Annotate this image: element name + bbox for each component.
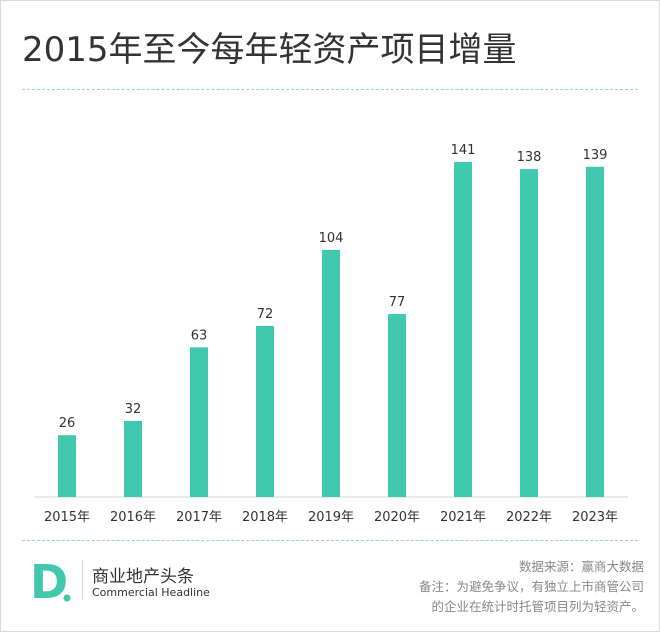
data-label: 104 (319, 231, 344, 246)
data-label: 139 (583, 148, 608, 163)
x-tick-label: 2020年 (374, 510, 420, 525)
x-tick-label: 2015年 (44, 510, 90, 525)
data-label: 26 (59, 416, 76, 431)
x-tick-label: 2022年 (506, 510, 552, 525)
chart-title: 2015年至今每年轻资产项目增量 (22, 30, 517, 70)
bar-2015年 (58, 435, 76, 497)
title-divider (22, 89, 638, 90)
x-tick-label: 2018年 (242, 510, 288, 525)
data-label: 32 (125, 402, 142, 417)
data-label: 138 (517, 150, 542, 165)
data-label: 63 (191, 328, 208, 343)
bar-2019年 (322, 249, 340, 497)
bar-2018年 (256, 325, 274, 497)
data-label: 72 (257, 307, 274, 322)
note-line-1: 备注：为避免争议，有独立上市商管公司 (418, 579, 644, 594)
x-tick-label: 2016年 (110, 510, 156, 525)
x-tick-label: 2021年 (440, 510, 486, 525)
bar-2016年 (124, 420, 142, 497)
note-line-2: 的企业在统计时托管项目列为轻资产。 (431, 599, 644, 614)
footer-divider (22, 540, 638, 541)
x-tick-label: 2019年 (308, 510, 354, 525)
bar-2022年 (520, 169, 538, 497)
bar-2020年 (388, 314, 406, 497)
brand-name-cn: 商业地产头条 (92, 567, 194, 587)
bar-chart: 26 2015年 32 2016年 63 2017年 72 2018年 104 2019年 77 20… (34, 143, 628, 525)
brand-logo-icon: D (30, 556, 71, 604)
bar-2021年 (454, 162, 472, 497)
data-label: 77 (389, 295, 406, 310)
data-source: 数据来源：赢商大数据 (518, 559, 644, 574)
bar-2017年 (190, 347, 208, 497)
data-label: 141 (451, 143, 476, 158)
x-tick-label: 2023年 (572, 510, 618, 525)
logo-letter: D (30, 556, 68, 604)
x-tick-label: 2017年 (176, 510, 222, 525)
bar-2023年 (586, 166, 604, 497)
brand-name-en: Commercial Headline (92, 586, 210, 599)
logo-separator (82, 560, 83, 600)
